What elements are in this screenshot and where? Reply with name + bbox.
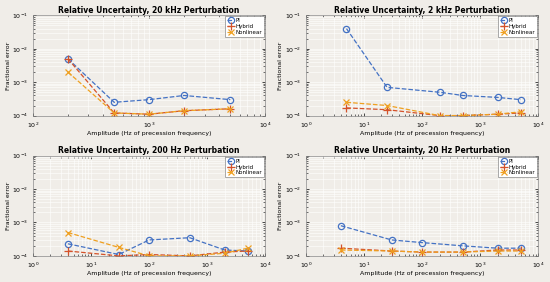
X-axis label: Amplitude (Hz of precession frequency): Amplitude (Hz of precession frequency) xyxy=(360,272,485,276)
PI xyxy=(419,241,425,244)
Hybrid xyxy=(181,109,188,113)
Nonlinear xyxy=(245,246,251,250)
PI xyxy=(459,94,466,97)
Hybrid xyxy=(111,111,118,115)
Line: PI: PI xyxy=(343,25,524,103)
PI xyxy=(111,101,118,104)
Nonlinear xyxy=(116,246,122,249)
Hybrid xyxy=(494,248,501,252)
Hybrid xyxy=(245,249,251,253)
X-axis label: Amplitude (Hz of precession frequency): Amplitude (Hz of precession frequency) xyxy=(360,131,485,136)
PI xyxy=(494,96,501,99)
PI xyxy=(518,98,524,101)
Line: Nonlinear: Nonlinear xyxy=(65,230,251,259)
Nonlinear xyxy=(518,249,524,253)
PI xyxy=(65,57,72,61)
Y-axis label: Fractional error: Fractional error xyxy=(6,182,10,230)
PI xyxy=(388,238,395,242)
Nonlinear xyxy=(459,250,466,254)
Line: PI: PI xyxy=(65,235,251,258)
PI xyxy=(459,244,466,248)
Line: Hybrid: Hybrid xyxy=(337,244,525,256)
PI xyxy=(146,98,152,101)
Nonlinear xyxy=(186,254,193,257)
Hybrid xyxy=(388,249,395,253)
Title: Relative Uncertainty, 20 Hz Perturbation: Relative Uncertainty, 20 Hz Perturbation xyxy=(334,146,510,155)
Nonlinear xyxy=(419,250,425,254)
X-axis label: Amplitude (Hz of precession frequency): Amplitude (Hz of precession frequency) xyxy=(87,131,211,136)
PI xyxy=(436,91,443,94)
PI xyxy=(343,27,350,30)
Title: Relative Uncertainty, 20 kHz Perturbation: Relative Uncertainty, 20 kHz Perturbatio… xyxy=(58,6,240,15)
PI xyxy=(146,238,152,242)
Hybrid xyxy=(459,114,466,117)
Hybrid xyxy=(338,246,344,250)
Nonlinear xyxy=(146,113,152,116)
Title: Relative Uncertainty, 200 Hz Perturbation: Relative Uncertainty, 200 Hz Perturbatio… xyxy=(58,146,240,155)
Line: Hybrid: Hybrid xyxy=(64,55,234,118)
PI xyxy=(384,86,390,89)
Hybrid xyxy=(419,250,425,254)
Title: Relative Uncertainty, 2 kHz Perturbation: Relative Uncertainty, 2 kHz Perturbation xyxy=(334,6,510,15)
PI xyxy=(494,246,501,250)
Line: PI: PI xyxy=(65,56,233,105)
Hybrid xyxy=(518,111,524,115)
PI xyxy=(338,224,344,227)
PI xyxy=(181,94,188,97)
Hybrid xyxy=(227,107,234,111)
Line: Nonlinear: Nonlinear xyxy=(65,69,233,117)
Hybrid xyxy=(384,108,390,111)
Y-axis label: Fractional error: Fractional error xyxy=(278,182,283,230)
Line: PI: PI xyxy=(338,222,524,251)
Hybrid xyxy=(65,249,72,253)
Nonlinear xyxy=(518,110,524,113)
PI xyxy=(227,98,234,101)
Nonlinear xyxy=(494,113,501,116)
Line: Hybrid: Hybrid xyxy=(64,247,251,260)
Nonlinear xyxy=(343,101,350,104)
PI xyxy=(186,236,193,239)
Nonlinear xyxy=(388,249,395,253)
Hybrid xyxy=(186,254,193,257)
Nonlinear xyxy=(181,109,188,113)
Nonlinear xyxy=(494,249,501,253)
Hybrid xyxy=(436,114,443,117)
Legend: PI, Hybrid, Nonlinear: PI, Hybrid, Nonlinear xyxy=(226,16,264,37)
PI xyxy=(65,242,72,246)
Y-axis label: Fractional error: Fractional error xyxy=(6,41,10,90)
Legend: PI, Hybrid, Nonlinear: PI, Hybrid, Nonlinear xyxy=(498,16,537,37)
Nonlinear xyxy=(227,107,234,111)
Legend: PI, Hybrid, Nonlinear: PI, Hybrid, Nonlinear xyxy=(226,157,264,177)
PI xyxy=(245,249,251,253)
Hybrid xyxy=(518,248,524,252)
Nonlinear xyxy=(222,252,228,255)
Hybrid xyxy=(494,113,501,116)
Hybrid xyxy=(65,57,72,61)
Nonlinear xyxy=(65,70,72,74)
Nonlinear xyxy=(459,114,466,117)
Hybrid xyxy=(116,254,122,257)
Hybrid xyxy=(459,250,466,254)
Nonlinear xyxy=(65,231,72,234)
Hybrid xyxy=(146,253,152,256)
Nonlinear xyxy=(436,114,443,117)
Line: Hybrid: Hybrid xyxy=(343,104,525,119)
Nonlinear xyxy=(111,111,118,115)
Nonlinear xyxy=(338,248,344,252)
Line: Nonlinear: Nonlinear xyxy=(343,99,524,119)
Nonlinear xyxy=(146,254,152,257)
Legend: PI, Hybrid, Nonlinear: PI, Hybrid, Nonlinear xyxy=(498,157,537,177)
Hybrid xyxy=(222,250,228,254)
Hybrid xyxy=(146,113,152,116)
Hybrid xyxy=(343,106,350,110)
Line: Nonlinear: Nonlinear xyxy=(338,247,524,255)
Nonlinear xyxy=(384,104,390,107)
PI xyxy=(518,246,524,250)
PI xyxy=(116,253,122,256)
PI xyxy=(222,248,228,252)
Y-axis label: Fractional error: Fractional error xyxy=(278,41,283,90)
X-axis label: Amplitude (Hz of precession frequency): Amplitude (Hz of precession frequency) xyxy=(87,272,211,276)
